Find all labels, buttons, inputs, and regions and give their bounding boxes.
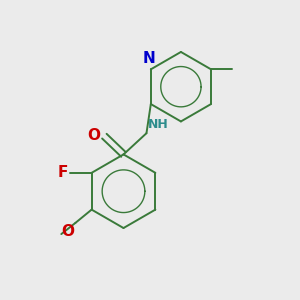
Text: O: O [87, 128, 100, 143]
Text: NH: NH [148, 118, 169, 131]
Text: F: F [58, 165, 68, 180]
Text: N: N [143, 51, 156, 66]
Text: O: O [61, 224, 74, 239]
